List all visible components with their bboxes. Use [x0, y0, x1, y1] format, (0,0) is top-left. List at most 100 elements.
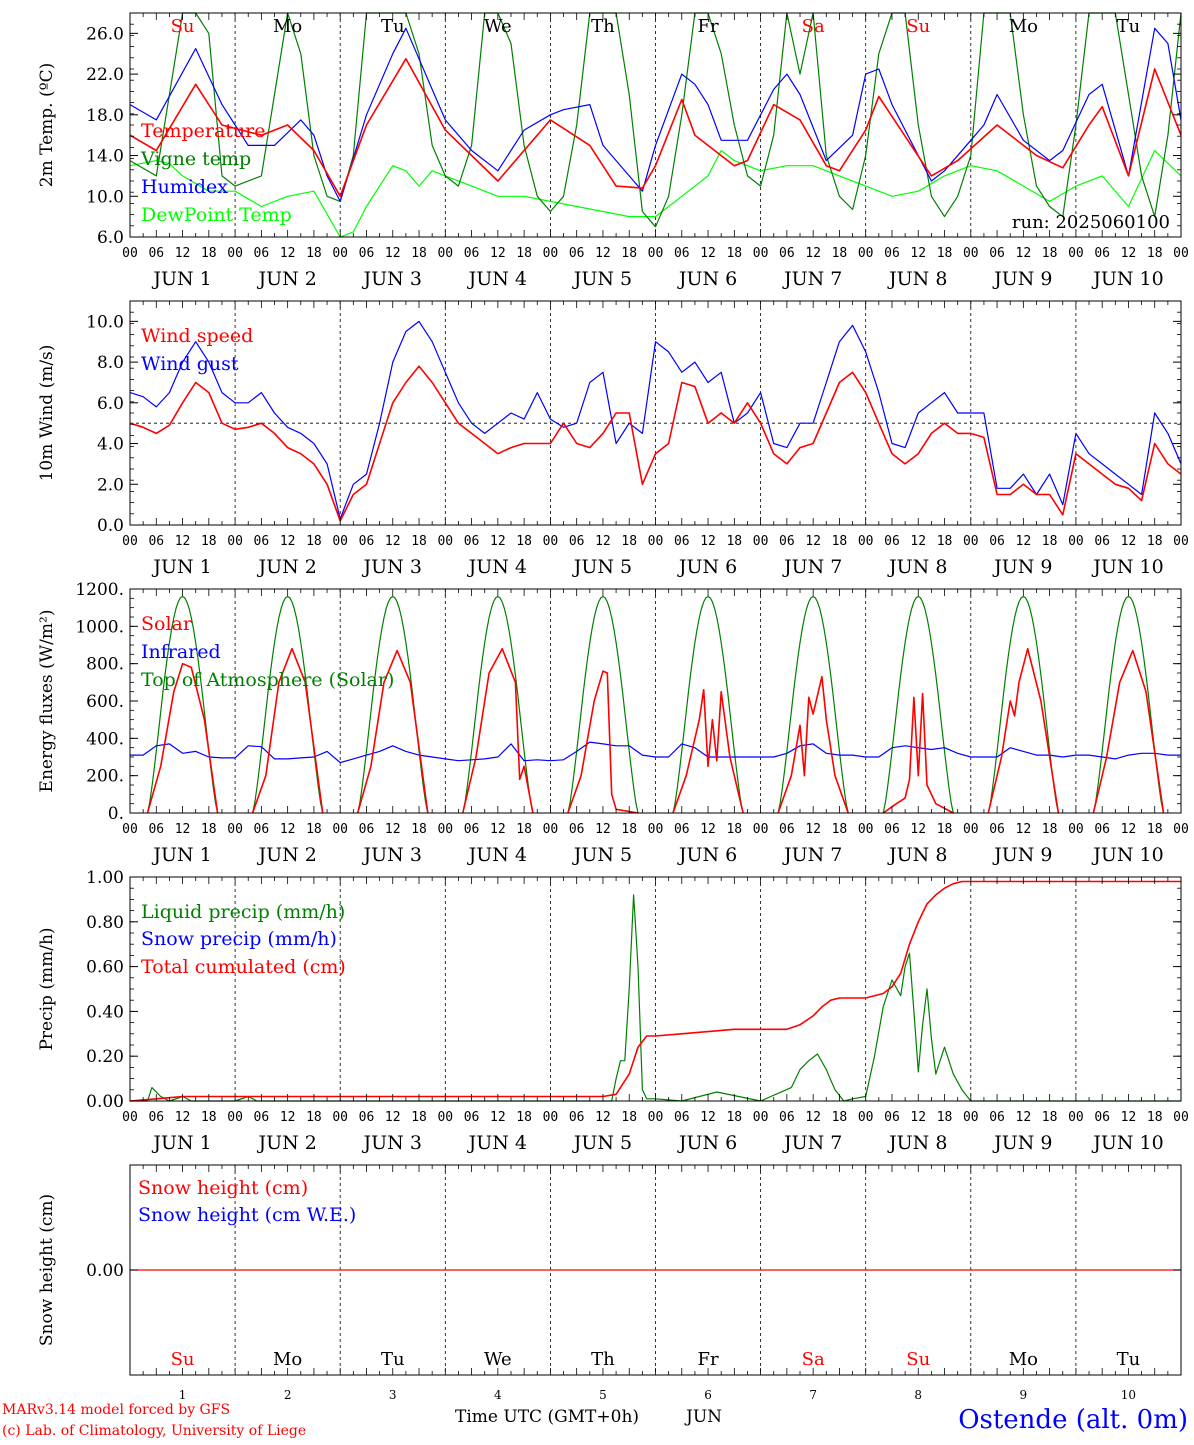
hour-tick-label: 06	[989, 822, 1005, 837]
hour-tick-label: 00	[122, 822, 138, 837]
legend-entry: Wind speed	[141, 325, 253, 347]
hour-tick-label: 12	[175, 246, 191, 261]
y-axis-label: 10m Wind (m/s)	[37, 345, 57, 482]
y-tick-label: 8.0	[97, 353, 124, 373]
solar-curve	[251, 647, 324, 814]
hour-tick-label: 00	[437, 534, 453, 549]
weekday-label: Tu	[1117, 16, 1141, 37]
hour-tick-label: 00	[1068, 1110, 1084, 1125]
hour-tick-label: 06	[674, 534, 690, 549]
y-tick-label: 26.0	[86, 24, 124, 44]
day-axis-label: JUN 1	[151, 556, 211, 578]
hour-tick-label: 12	[490, 534, 506, 549]
day-axis-label: JUN 5	[572, 844, 632, 866]
weekday-label: Su	[171, 1349, 195, 1370]
hour-tick-label: 00	[1068, 822, 1084, 837]
hour-tick-label: 00	[858, 534, 874, 549]
hour-tick-label: 12	[385, 1110, 401, 1125]
toa-solar-curve	[462, 595, 534, 814]
hour-tick-label: 18	[1147, 1110, 1163, 1125]
hour-tick-label: 18	[726, 246, 742, 261]
solar-curve	[672, 688, 744, 814]
hour-tick-label: 18	[832, 246, 848, 261]
hour-tick-label: 06	[359, 246, 375, 261]
hour-tick-label: 12	[595, 822, 611, 837]
hour-tick-label: 06	[254, 246, 270, 261]
hour-tick-label: 12	[805, 822, 821, 837]
y-tick-label: 14.0	[86, 147, 124, 167]
hour-tick-label: 12	[1121, 822, 1137, 837]
y-tick-label: 0.20	[86, 1047, 124, 1067]
vigne-temp-line	[129, 12, 1182, 228]
day-axis-label: JUN 2	[256, 844, 316, 866]
day-axis-label: JUN 4	[467, 1132, 527, 1154]
y-axis-label: Energy fluxes (W/m²)	[37, 610, 57, 793]
hour-tick-label: 18	[1042, 822, 1058, 837]
day-axis-label: JUN 10	[1091, 268, 1163, 290]
hour-tick-label: 06	[464, 246, 480, 261]
station-name: Ostende (alt. 0m)	[958, 1405, 1188, 1435]
y-tick-label: 800.	[86, 655, 124, 675]
hour-tick-label: 00	[858, 822, 874, 837]
infrared-line	[130, 741, 1181, 764]
legend-entry: Top of Atmosphere (Solar)	[141, 669, 394, 691]
hour-tick-label: 18	[1147, 822, 1163, 837]
hour-tick-label: 18	[832, 1110, 848, 1125]
footer-lab-credit: (c) Lab. of Climatology, University of L…	[2, 1423, 306, 1439]
day-axis-label: JUN 2	[256, 1132, 316, 1154]
day-number-label: 9	[1020, 1388, 1028, 1402]
hour-tick-label: 18	[201, 822, 217, 837]
day-axis-label: JUN 9	[992, 844, 1052, 866]
y-tick-label: 1000.	[75, 617, 124, 637]
y-tick-label: 10.0	[86, 187, 124, 207]
hour-tick-label: 18	[621, 1110, 637, 1125]
month-axis-label: JUN	[684, 1407, 722, 1427]
hour-tick-label: 06	[989, 246, 1005, 261]
panel-frame-2	[129, 300, 1182, 526]
hour-tick-label: 12	[805, 246, 821, 261]
day-axis-label: JUN 8	[887, 844, 947, 866]
day-number-label: 4	[494, 1388, 502, 1402]
hour-tick-label: 06	[1094, 822, 1110, 837]
hour-tick-label: 12	[280, 246, 296, 261]
day-axis-label: JUN 5	[572, 1132, 632, 1154]
hour-tick-label: 06	[359, 822, 375, 837]
hour-tick-label: 00	[648, 534, 664, 549]
hour-tick-label: 12	[175, 534, 191, 549]
legend-entry: Vigne temp	[140, 148, 251, 170]
y-tick-label: 6.0	[97, 394, 124, 414]
hour-tick-label: 18	[937, 1110, 953, 1125]
hour-tick-label: 06	[884, 822, 900, 837]
hour-tick-label: 12	[1121, 534, 1137, 549]
hour-tick-label: 00	[963, 822, 979, 837]
hour-tick-label: 06	[1094, 246, 1110, 261]
day-axis-label: JUN 3	[362, 268, 422, 290]
hour-tick-label: 12	[1016, 1110, 1032, 1125]
hour-tick-label: 00	[753, 822, 769, 837]
toa-solar-curve	[672, 595, 744, 814]
y-axis-label: 2m Temp. (ºC)	[37, 63, 57, 188]
weekday-label: Fr	[698, 16, 719, 37]
hour-tick-label: 12	[910, 246, 926, 261]
hour-tick-label: 12	[280, 1110, 296, 1125]
hour-tick-label: 06	[359, 1110, 375, 1125]
text-layer: 2m Temp. (ºC)6.010.014.018.022.026.000 06…	[37, 16, 1189, 1402]
hour-tick-label: 18	[937, 534, 953, 549]
y-tick-label: 0.	[108, 804, 124, 824]
toa-solar-curve	[882, 595, 954, 814]
hour-tick-label: 06	[674, 246, 690, 261]
weekday-label: Su	[906, 16, 930, 37]
weekday-label: Tu	[381, 1349, 405, 1370]
day-axis-label: JUN 2	[256, 556, 316, 578]
hour-tick-label: 00	[1173, 822, 1189, 837]
dewpoint-line	[129, 149, 1182, 238]
hour-tick-label: 06	[254, 1110, 270, 1125]
hour-tick-label: 12	[385, 534, 401, 549]
hour-tick-label: 18	[516, 822, 532, 837]
hour-tick-label: 12	[805, 1110, 821, 1125]
y-axis-label: Precip (mm/h)	[37, 927, 57, 1050]
hour-tick-label: 06	[148, 534, 164, 549]
wind-gust-line	[129, 320, 1182, 520]
